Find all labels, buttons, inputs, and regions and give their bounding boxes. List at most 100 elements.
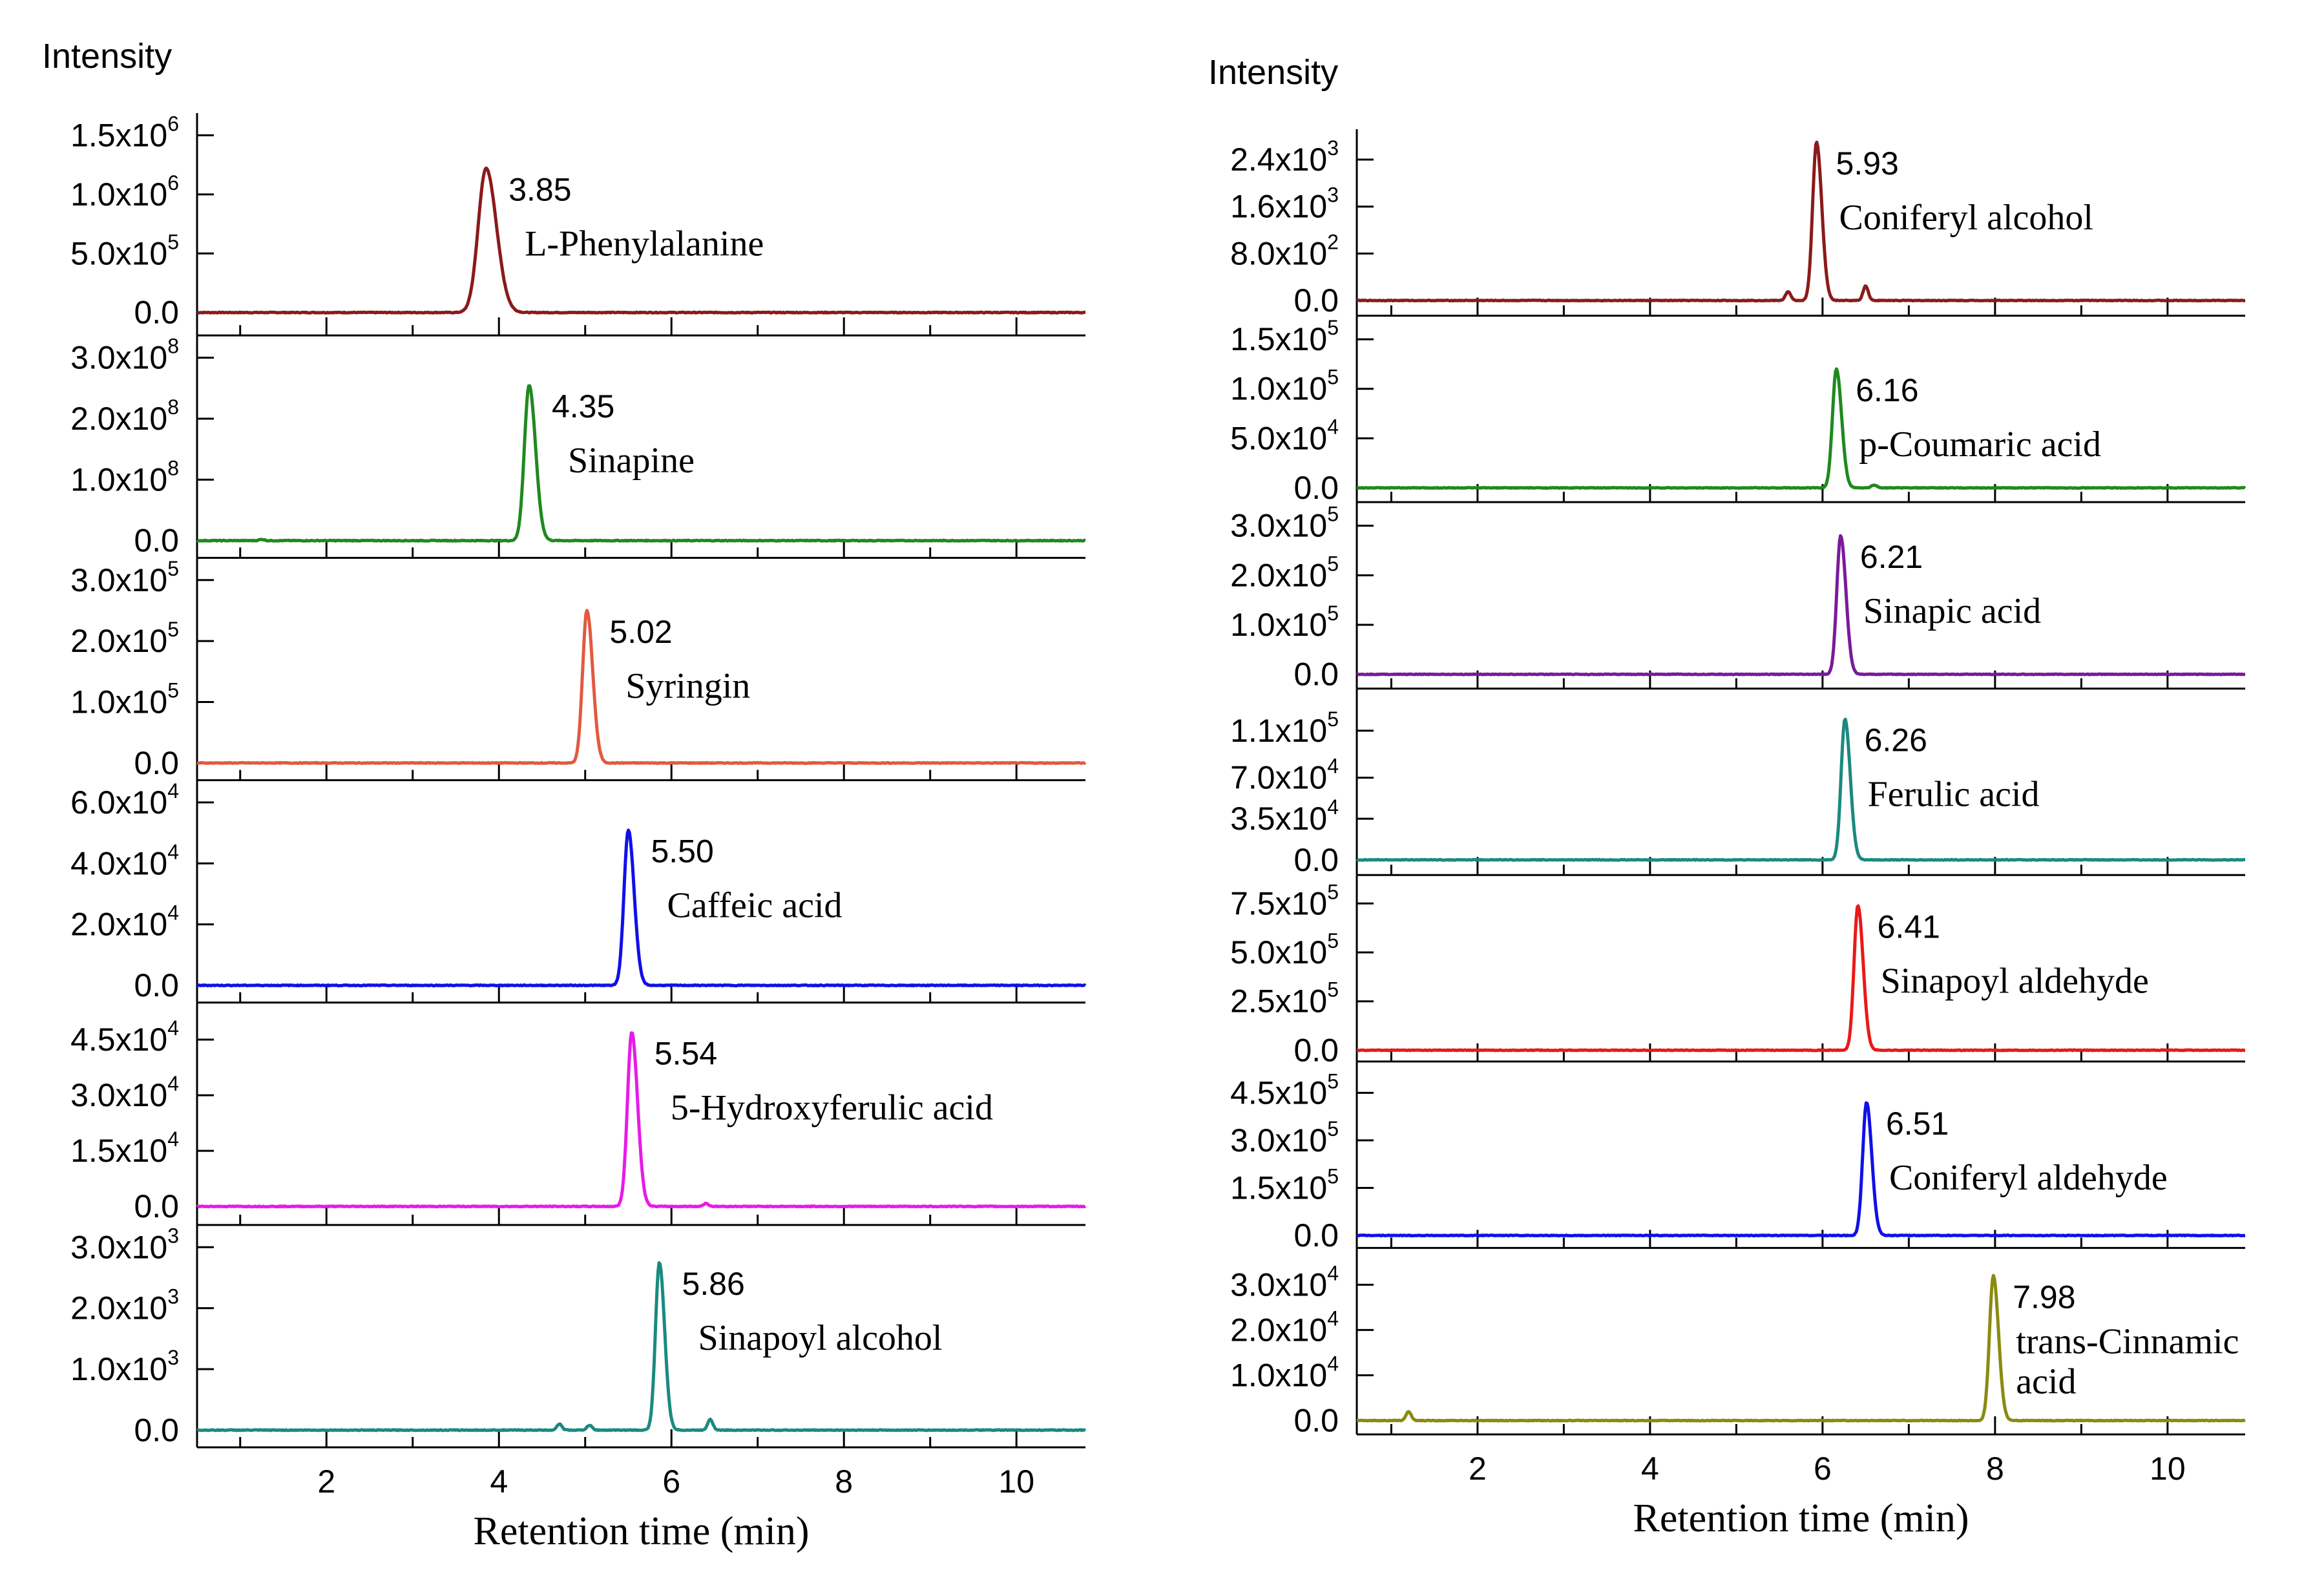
y-tick-label: 4.0x104: [70, 840, 179, 881]
x-tick-label: 2: [317, 1463, 335, 1500]
panel-sinapine: 0.0 1.0x108 2.0x108 3.0x108 4.35 Sinapine: [70, 335, 1086, 559]
panel-p-coumaric-acid: 0.0 5.0x104 1.0x105 1.5x105 6.16 p-Coumaric a…: [1230, 315, 2246, 506]
compound-label: 5-Hydroxyferulic acid: [671, 1088, 993, 1128]
x-tick-label: 4: [490, 1463, 508, 1500]
panel-sinapic-acid: 0.0 1.0x105 2.0x105 3.0x105 6.21 Sinapic acid: [1230, 502, 2246, 693]
peak-rt-label: 6.26: [1865, 722, 1927, 759]
y-axis-title: Intensity: [42, 37, 172, 76]
compound-label: Sinapine: [568, 441, 695, 481]
y-tick-label: 6.0x104: [70, 779, 179, 821]
y-tick-label: 7.5x105: [1230, 880, 1339, 921]
peak-rt-label: 7.98: [2013, 1279, 2075, 1315]
trace-trans-cinnamic-acid: [1356, 1274, 2246, 1423]
panel-5-hydroxyferulic-acid: 0.0 1.5x104 3.0x104 4.5x104 5.54 5-Hydroxyfer…: [70, 1002, 1087, 1226]
compound-label: Syringin: [625, 666, 750, 706]
x-tick-label: 6: [662, 1463, 680, 1500]
y-tick-label: 3.0x108: [70, 335, 179, 376]
y-tick-label: 0.0: [1293, 282, 1339, 319]
compound-label-line: trans-Cinnamic: [2016, 1321, 2239, 1361]
compound-label-line: acid: [2016, 1361, 2076, 1401]
y-tick-label: 2.5x105: [1230, 978, 1339, 1020]
compound-label: p-Coumaric acid: [1859, 425, 2101, 465]
trace-5-hydroxyferulic-acid: [196, 1031, 1087, 1209]
x-axis-title: Retention time (min): [1633, 1496, 1969, 1540]
x-tick-label: 2: [1469, 1451, 1487, 1487]
y-tick-label: 3.0x105: [70, 557, 179, 598]
y-tick-label: 5.0x105: [70, 230, 179, 271]
y-tick-label: 1.0x106: [70, 171, 179, 213]
left-chart: Intensity 0.0 5.0x105 1.0x106 1.5x106 3.85 L-P…: [42, 37, 1087, 1553]
trace-coniferyl-alcohol: [1356, 140, 2246, 302]
panel-caffeic-acid: 0.0 2.0x104 4.0x104 6.0x104 5.50 Caffeic acid: [70, 779, 1087, 1004]
peak-rt-label: 5.86: [682, 1266, 745, 1302]
compound-label: Coniferyl alcohol: [1839, 198, 2093, 238]
y-tick-label: 1.5x105: [1230, 1165, 1339, 1206]
compound-label: Ferulic acid: [1868, 775, 2040, 815]
y-tick-label: 2.0x105: [70, 618, 179, 659]
compound-label: Sinapoyl alcohol: [698, 1318, 943, 1358]
y-tick-label: 0.0: [134, 295, 179, 331]
peak-rt-label: 6.21: [1860, 539, 1923, 575]
y-axis-title: Intensity: [1208, 53, 1338, 92]
y-tick-label: 3.5x104: [1230, 795, 1339, 837]
x-tick-label: 8: [835, 1463, 853, 1500]
y-tick-label: 4.5x104: [70, 1016, 179, 1058]
y-tick-label: 0.0: [134, 523, 179, 559]
x-axis-title: Retention time (min): [473, 1509, 809, 1553]
panel-syringin: 0.0 1.0x105 2.0x105 3.0x105 5.02 Syringin: [70, 557, 1087, 781]
y-tick-label: 5.0x104: [1230, 415, 1339, 456]
y-tick-label: 3.0x105: [1230, 503, 1339, 544]
peak-rt-label: 4.35: [552, 388, 614, 425]
y-tick-label: 1.0x105: [1230, 602, 1339, 643]
compound-label: L-Phenylalanine: [525, 224, 764, 264]
peak-rt-label: 5.02: [609, 614, 672, 650]
y-tick-label: 2.4x103: [1230, 136, 1339, 178]
panel-sinapoyl-alcohol: 0.0 1.0x103 2.0x103 3.0x103 5.86 Sinapoyl alc…: [70, 1224, 1087, 1449]
trace-sinapoyl-aldehyde: [1356, 904, 2246, 1053]
y-tick-label: 0.0: [134, 1188, 179, 1224]
peak-rt-label: 3.85: [508, 172, 571, 208]
y-tick-label: 8.0x102: [1230, 230, 1339, 271]
y-tick-label: 2.0x103: [70, 1285, 179, 1327]
panel-sinapoyl-aldehyde: 0.0 2.5x105 5.0x105 7.5x105 6.41 Sinapoyl ald…: [1230, 875, 2246, 1068]
compound-label: Coniferyl aldehyde: [1889, 1158, 2168, 1198]
trace-coniferyl-aldehyde: [1356, 1101, 2246, 1238]
y-tick-label: 0.0: [1293, 656, 1339, 693]
y-tick-label: 3.0x104: [1230, 1261, 1339, 1303]
y-tick-label: 1.0x108: [70, 456, 179, 498]
y-tick-label: 2.0x105: [1230, 552, 1339, 593]
trace-caffeic-acid: [196, 828, 1087, 988]
x-tick-label: 4: [1641, 1451, 1659, 1487]
y-tick-label: 5.0x105: [1230, 929, 1339, 970]
y-tick-label: 1.5x104: [70, 1127, 179, 1169]
compound-label: Sinapoyl aldehyde: [1881, 961, 2149, 1001]
peak-rt-label: 5.50: [651, 833, 713, 869]
peak-rt-label: 6.51: [1886, 1106, 1949, 1142]
y-tick-label: 1.5x106: [70, 112, 179, 153]
x-tick-label: 6: [1814, 1451, 1832, 1487]
peak-rt-label: 6.41: [1878, 908, 1940, 945]
y-tick-label: 1.0x104: [1230, 1352, 1339, 1393]
trace-sinapoyl-alcohol: [196, 1261, 1087, 1432]
y-tick-label: 4.5x105: [1230, 1069, 1339, 1111]
y-tick-label: 0.0: [1293, 1217, 1339, 1253]
x-tick-label: 10: [998, 1463, 1034, 1500]
y-tick-label: 0.0: [134, 967, 179, 1003]
compound-label: Sinapic acid: [1863, 591, 2041, 631]
y-tick-label: 0.0: [1293, 842, 1339, 878]
y-tick-label: 2.0x104: [1230, 1306, 1339, 1348]
y-tick-label: 1.0x105: [70, 678, 179, 720]
y-tick-label: 0.0: [134, 745, 179, 781]
y-tick-label: 1.0x105: [1230, 366, 1339, 407]
y-tick-label: 1.0x103: [70, 1346, 179, 1387]
trace-p-coumaric-acid: [1356, 367, 2246, 490]
y-tick-label: 3.0x105: [1230, 1117, 1339, 1159]
peak-rt-label: 6.16: [1856, 372, 1918, 408]
y-tick-label: 3.0x103: [70, 1224, 179, 1265]
y-tick-label: 0.0: [1293, 1032, 1339, 1068]
compound-label: Caffeic acid: [667, 885, 842, 925]
y-tick-label: 3.0x104: [70, 1072, 179, 1113]
